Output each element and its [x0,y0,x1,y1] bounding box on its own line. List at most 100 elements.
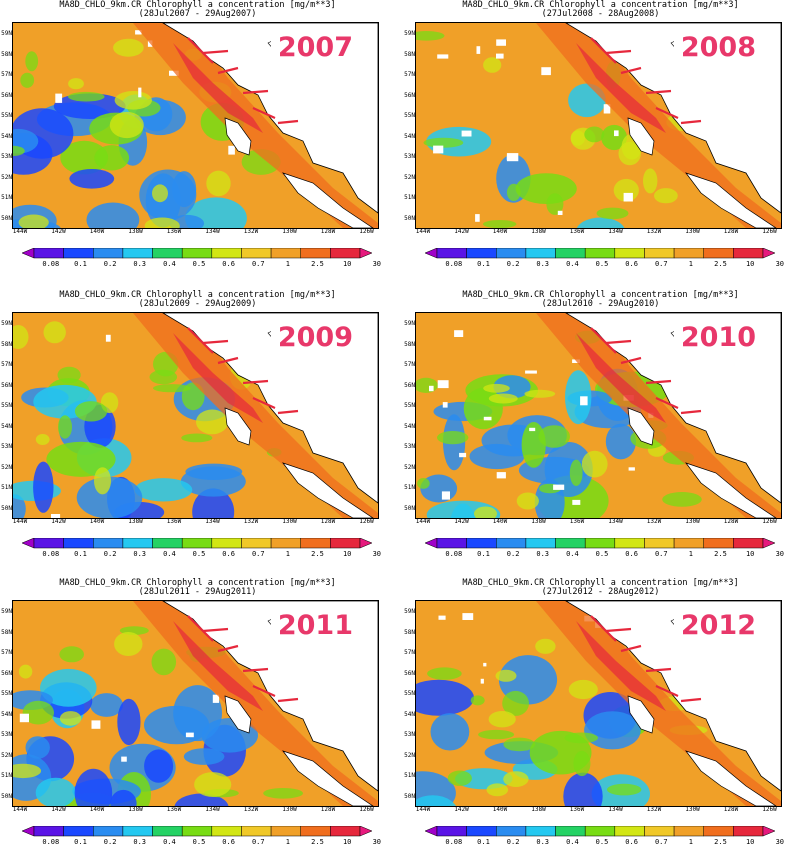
moderate-chlorophyll-patch [68,91,105,102]
latitude-tick-label: 58N [404,628,415,636]
moderate-chlorophyll-patch [662,492,702,507]
latitude-tick-label: 54N [404,132,415,140]
colorbar-tick-label: 0.2 [506,550,520,558]
low-chlorophyll-patch [110,789,137,806]
colorbar-min-arrow [425,538,438,549]
longitude-tick-label: 134W [608,518,623,525]
latitude-tick-label: 59N [404,608,415,615]
colorbar-segment [466,248,497,259]
no-data-cell [557,210,563,215]
latitude-tick-label: 53N [404,443,415,450]
latitude-tick-label: 59N [1,608,12,615]
low-chlorophyll-patch [86,202,140,228]
moderate-chlorophyll-patch [607,783,642,796]
no-data-cell [461,130,472,137]
low-chlorophyll-patch [430,713,470,751]
colorbar-segment [525,826,556,837]
latitude-tick-label: 52N [404,463,415,471]
colorbar-min-arrow [22,538,35,549]
no-data-cell [541,67,551,76]
coastal-bloom-band [576,333,666,423]
inlet [680,697,702,703]
inlet [605,627,632,633]
colorbar-tick-label: 1 [285,838,290,846]
longitude-tick-label: 138W [128,806,143,813]
latitude-tick-label: 52N [1,463,12,471]
colorbar-segment [733,826,764,837]
colorbar-tick-label: 0.4 [566,260,579,268]
colorbar-segment [644,826,675,837]
colorbar-tick-label: 0.7 [251,550,265,558]
island [685,750,777,806]
colorbar-tick-label: 0.4 [163,260,176,268]
colorbar-tick-label: 0.3 [133,550,147,558]
colorbar-tick-label: 0.2 [103,260,117,268]
moderate-chlorophyll-patch [263,788,303,799]
colorbar-segment [93,248,124,259]
colorbar-tick-label: 0.1 [74,260,87,268]
latitude-tick-label: 56N [1,669,12,677]
colorbar-tick-label: 1 [688,838,693,846]
low-chlorophyll-patch [183,748,225,765]
colorbar-labels: 0.08 0.1 0.2 0.3 0.4 0.5 0.6 0.7 1 2.5 10 30 [22,550,381,560]
colorbar-segment [241,826,272,837]
colorbar-tick-label: 30 [372,550,382,558]
colorbar-max-arrow [762,826,775,837]
no-data-cell [628,467,635,471]
moderate-chlorophyll-patch [181,433,213,443]
moderate-chlorophyll-patch [478,729,515,740]
colorbar: 0.08 0.1 0.2 0.3 0.4 0.5 0.6 0.7 1 2.5 10 30 [425,538,784,564]
longitude-tick-label: 132W [646,806,662,813]
low-chlorophyll-patch [90,693,123,717]
colorbar-tick-label: 0.5 [192,838,206,846]
moderate-chlorophyll-patch [423,137,464,148]
colorbar-tick-label: 0.6 [222,260,235,268]
year-badge: 2007 [270,31,360,65]
colorbar-tick-label: 0.6 [625,838,638,846]
latitude-tick-label: 58N [404,50,415,58]
colorbar-max-arrow [359,826,372,837]
no-data-cell [121,756,127,762]
no-data-cell [525,370,537,374]
colorbar-segment [703,248,734,259]
latitude-tick-label: 56N [1,381,12,389]
colorbar-tick-label: 0.5 [192,550,206,558]
no-data-cell [483,662,487,667]
colorbar-segment [211,826,242,837]
low-chlorophyll-patch [46,441,116,477]
no-data-cell [454,330,464,337]
panel-title-line: MA8D_CHLO_9km.CR Chlorophyll a concentra… [462,290,739,300]
moderate-chlorophyll-patch [59,646,84,663]
colorbar-segment [152,538,183,549]
no-data-cell [462,613,474,620]
chlorophyll-map-panel: MA8D_CHLO_9km.CR Chlorophyll a concentra… [0,0,395,280]
year-badge: 2011 [270,609,360,643]
inlet [242,89,269,95]
colorbar-segment [733,538,764,549]
colorbar-tick-label: 10 [745,260,755,268]
panel-date-range: (27Jul2008 - 28Aug2008) [541,9,660,19]
moderate-chlorophyll-patch [474,506,497,518]
moderate-chlorophyll-patch [643,168,658,194]
colorbar-segment [181,826,213,837]
island [627,117,655,156]
latitude-tick-label: 56N [404,91,415,99]
panel-title-line: MA8D_CHLO_9km.CR Chlorophyll a concentra… [462,578,739,588]
longitude-tick-label: 130W [282,228,297,235]
island [685,462,777,518]
latitude-tick-label: 53N [1,443,12,450]
colorbar-tick-label: 0.3 [536,550,550,558]
chlorophyll-map [13,23,378,228]
latitude-tick-label: 50N [1,214,12,222]
inlet [620,644,642,653]
year-badge: 2012 [673,609,763,643]
moderate-chlorophyll-patch [114,632,143,656]
longitude-tick-label: 128W [320,228,336,235]
longitude-tick-label: 140W [89,806,105,813]
moderate-chlorophyll-patch [427,667,462,680]
map-frame: 2011 [12,600,379,807]
longitude-tick-label: 126W [762,518,777,525]
longitude-tick-label: 130W [685,228,700,235]
latitude-tick-label: 51N [1,194,12,201]
low-chlorophyll-patch [53,93,126,119]
